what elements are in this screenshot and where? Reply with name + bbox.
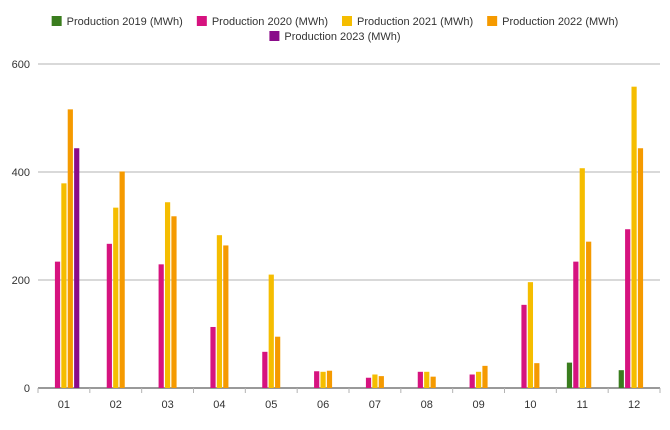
legend: Production 2019 (MWh) Production 2020 (MW… <box>51 16 618 43</box>
bar-06-series-3 <box>320 371 326 388</box>
bar-02-series-2 <box>106 243 112 388</box>
bar-11-series-2 <box>573 261 579 388</box>
bar-05-series-4 <box>275 336 281 388</box>
legend-swatch <box>487 16 498 26</box>
x-tick-label: 07 <box>369 399 381 411</box>
bar-12-series-3 <box>631 86 637 389</box>
bar-04-series-3 <box>216 235 223 388</box>
x-tick-label: 08 <box>421 399 433 411</box>
x-tick-label: 02 <box>110 399 122 411</box>
legend-swatch <box>196 16 207 26</box>
x-tick-label: 06 <box>317 399 329 411</box>
bar-11-series-3 <box>579 168 585 388</box>
bar-03-series-2 <box>158 264 164 388</box>
y-tick-label: 200 <box>12 275 30 287</box>
bar-09-series-3 <box>475 371 482 388</box>
bar-05-series-2 <box>262 351 268 388</box>
bar-08-series-2 <box>417 371 423 388</box>
x-tick-label: 03 <box>161 399 173 411</box>
bar-12-series-1 <box>618 370 624 388</box>
legend-item[interactable]: Production 2022 (MWh) <box>487 16 618 28</box>
legend-label: Production 2020 (MWh) <box>212 16 328 28</box>
legend-item[interactable]: Production 2019 (MWh) <box>51 16 183 28</box>
bar-08-series-4 <box>430 376 436 388</box>
bar-07-series-3 <box>372 374 378 388</box>
x-tick-label: 11 <box>577 399 588 411</box>
legend-item[interactable]: Production 2021 (MWh) <box>342 16 473 28</box>
bar-08-series-3 <box>424 371 430 388</box>
bar-01-series-3 <box>61 183 67 388</box>
bar-01-series-5 <box>74 148 80 388</box>
x-tick-label: 09 <box>472 399 484 411</box>
legend-label: Production 2021 (MWh) <box>357 16 473 28</box>
bar-06-series-2 <box>314 371 320 388</box>
legend-item[interactable]: Production 2023 (MWh) <box>269 31 401 43</box>
legend-label: Production 2023 (MWh) <box>284 31 400 43</box>
bar-10-series-2 <box>521 304 527 388</box>
legend-label: Production 2019 (MWh) <box>67 16 183 28</box>
y-tick-label: 0 <box>24 383 30 395</box>
bar-02-series-3 <box>113 207 119 388</box>
gridlines <box>38 63 660 389</box>
legend-swatch <box>269 31 280 41</box>
bar-03-series-3 <box>164 202 171 388</box>
bar-03-series-4 <box>171 216 177 388</box>
bar-04-series-2 <box>210 326 216 388</box>
bar-12-series-4 <box>637 148 644 388</box>
x-tick-label: 01 <box>58 399 70 411</box>
bar-10-series-4 <box>534 363 540 388</box>
x-tick-label: 12 <box>628 399 640 411</box>
legend-swatch <box>51 16 62 26</box>
bar-04-series-4 <box>223 245 229 388</box>
bar-05-series-3 <box>268 274 274 388</box>
bar-01-series-2 <box>54 261 61 388</box>
legend-label: Production 2022 (MWh) <box>502 16 618 28</box>
y-axis: 0 200 400 600 <box>12 59 30 395</box>
bar-01-series-4 <box>67 109 73 389</box>
bar-09-series-4 <box>482 365 488 388</box>
bar-07-series-2 <box>365 377 372 388</box>
bar-09-series-2 <box>469 374 475 388</box>
x-tick-label: 10 <box>524 399 536 411</box>
legend-item[interactable]: Production 2020 (MWh) <box>196 16 328 28</box>
x-axis: 01 02 03 04 05 06 07 08 09 10 11 12 <box>37 388 661 411</box>
bar-06-series-4 <box>326 370 333 388</box>
y-tick-label: 600 <box>12 59 30 71</box>
bar-11-series-1 <box>566 362 573 388</box>
bar-02-series-4 <box>119 171 125 388</box>
x-tick-label: 04 <box>213 399 225 411</box>
bar-07-series-4 <box>378 376 384 388</box>
bar-10-series-3 <box>527 282 534 388</box>
legend-swatch <box>342 16 352 26</box>
bar-12-series-2 <box>625 229 631 388</box>
x-tick-label: 05 <box>265 399 277 411</box>
bars <box>54 86 644 389</box>
bar-11-series-4 <box>586 241 592 388</box>
y-tick-label: 400 <box>12 167 30 179</box>
